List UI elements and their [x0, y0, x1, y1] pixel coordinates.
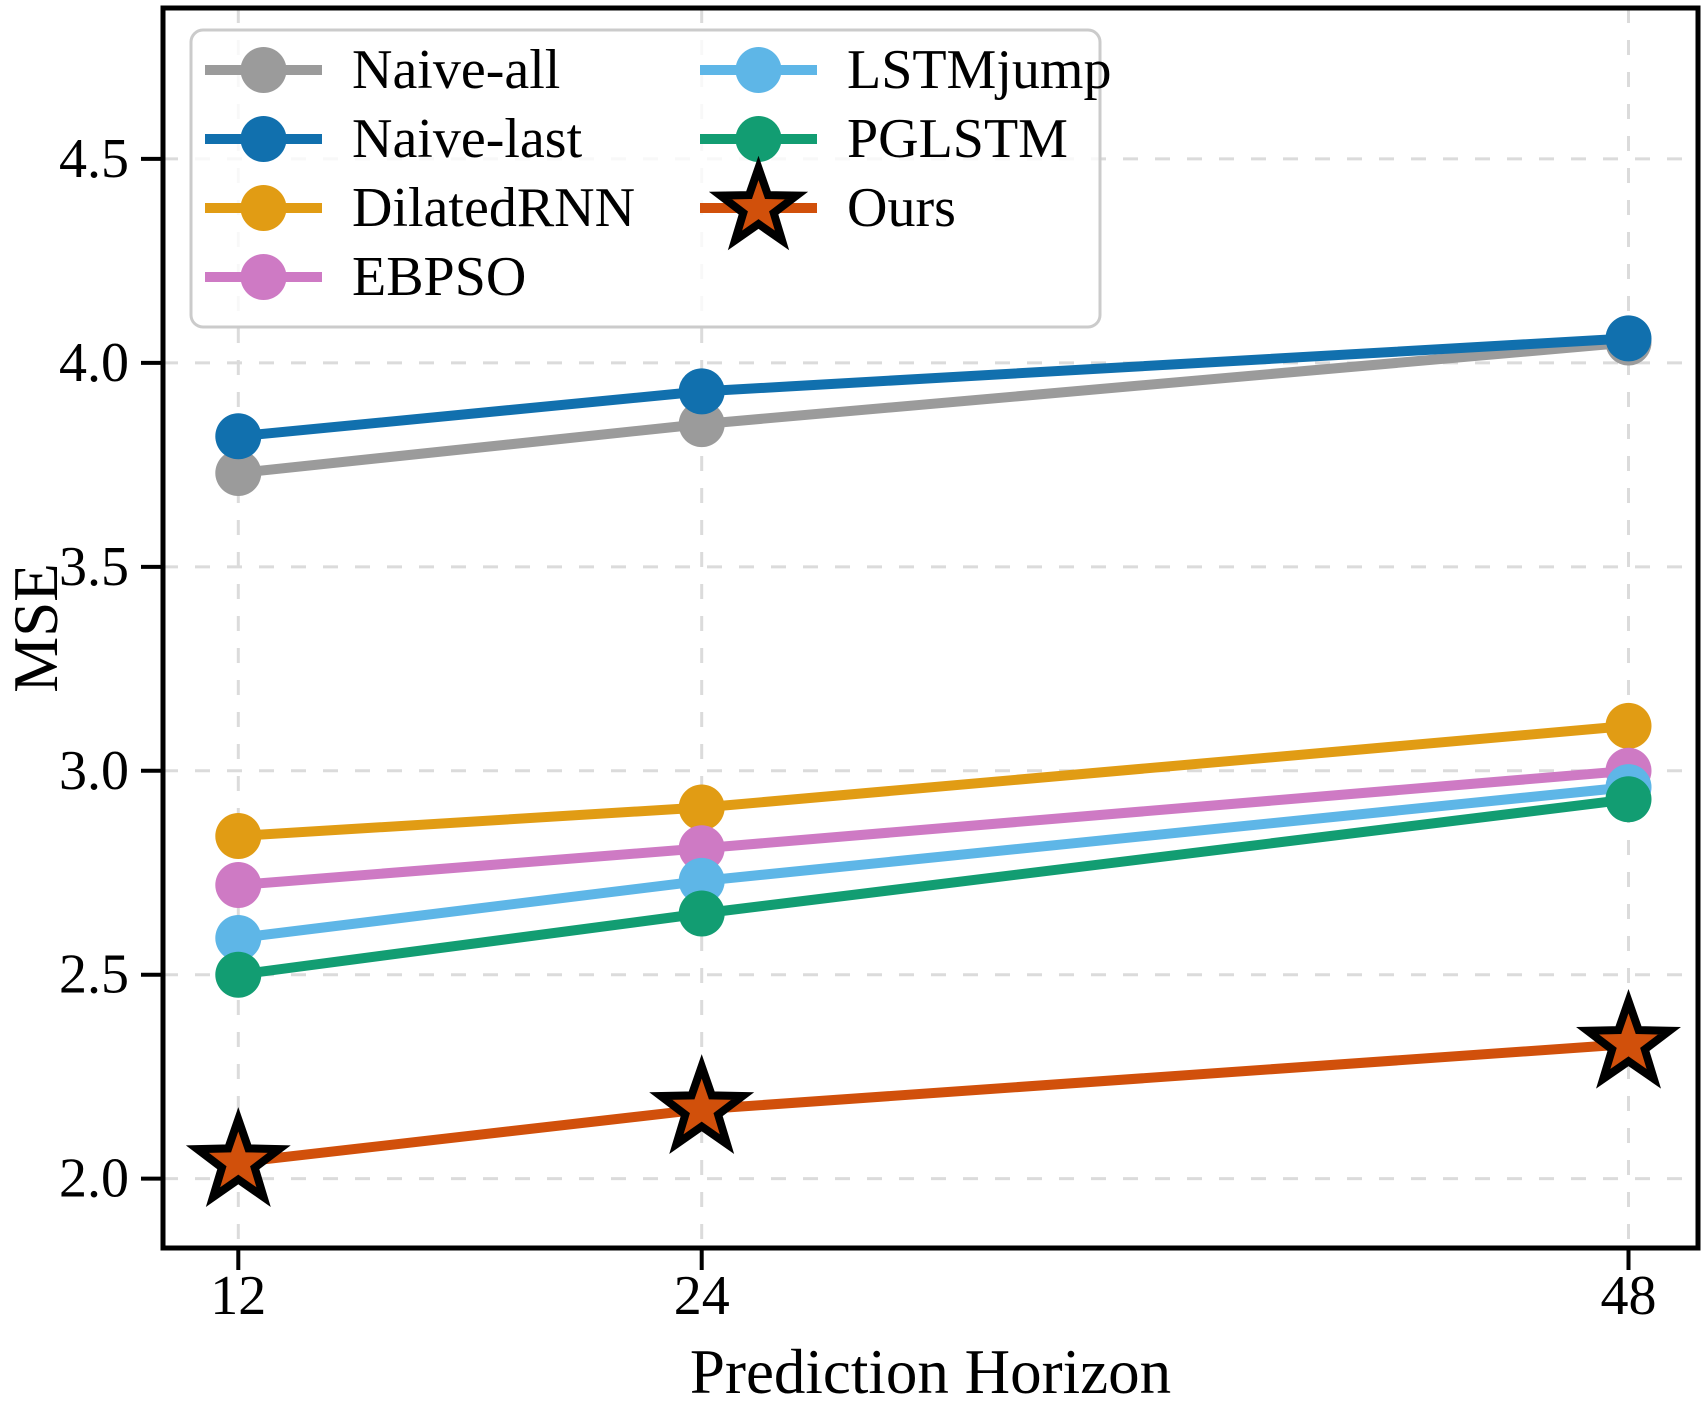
legend-item-dilatedrnn: DilatedRNN [205, 177, 635, 239]
legend-circle-marker [240, 47, 287, 93]
circle-marker [1605, 776, 1652, 823]
circle-marker [215, 862, 262, 908]
circle-marker [1605, 315, 1652, 362]
legend-circle-marker [735, 47, 782, 93]
legend-label: Ours [847, 177, 956, 239]
legend-label: Naive-all [352, 39, 560, 101]
circle-marker [678, 825, 725, 872]
star-marker [1576, 988, 1681, 1089]
legend: Naive-all Naive-last DilatedRNN EBPSO LSTMju… [189, 28, 1111, 329]
legend-label: EBPSO [352, 246, 526, 308]
circle-marker [678, 784, 725, 831]
y-tick-label: 4.5 [59, 128, 129, 190]
circle-marker [678, 857, 725, 904]
legend-star-marker [708, 155, 809, 251]
legend-circle-marker [240, 116, 287, 162]
legend-circle-marker [735, 116, 782, 162]
star-marker [649, 1054, 755, 1154]
series-dilatedrnn [215, 702, 1652, 859]
circle-marker [1605, 702, 1652, 749]
legend-box [189, 28, 1102, 329]
plot-border [160, 5, 1701, 1251]
circle-marker [215, 450, 262, 496]
circle-marker [678, 890, 725, 937]
circle-marker [678, 368, 725, 415]
circle-marker [215, 915, 262, 961]
y-tick-label: 4.0 [59, 332, 129, 394]
legend-label: LSTMjump [847, 39, 1111, 101]
legend-circle-marker [240, 254, 287, 300]
legend-item-lstmjump: LSTMjump [700, 39, 1111, 101]
legend-item-pglstm: PGLSTM [700, 108, 1068, 170]
legend-item-naive-all: Naive-all [205, 39, 560, 101]
series-naive-last [215, 315, 1652, 460]
y-axis-label: MSE [1, 563, 71, 693]
legend-item-ebpso: EBPSO [205, 246, 526, 308]
series-layer [185, 315, 1681, 1207]
x-axis-label: Prediction Horizon [690, 1337, 1171, 1401]
series-ours [185, 988, 1681, 1207]
tick-marks [141, 156, 1631, 1270]
series-lstmjump [215, 764, 1652, 961]
legend-circle-marker [240, 185, 287, 231]
legend-label: DilatedRNN [352, 177, 635, 239]
x-tick-label: 24 [674, 1265, 730, 1327]
series-pglstm [215, 776, 1652, 998]
circle-marker [215, 951, 262, 998]
legend-label: PGLSTM [847, 108, 1068, 170]
y-tick-label: 2.0 [59, 1148, 129, 1210]
x-tick-label: 48 [1600, 1265, 1656, 1327]
circle-marker [215, 413, 262, 460]
legend-label: Naive-last [352, 108, 583, 170]
y-tick-label: 2.5 [59, 944, 129, 1006]
legend-item-naive-last: Naive-last [205, 108, 583, 170]
circle-marker [215, 813, 262, 859]
x-tick-label: 12 [210, 1265, 266, 1327]
star-marker [185, 1107, 291, 1207]
legend-item-ours: Ours [700, 155, 956, 251]
tick-labels: 2.0 2.5 3.0 3.5 4.0 4.5 12 24 48 [59, 128, 1656, 1327]
y-tick-label: 3.0 [59, 740, 129, 802]
circle-marker [678, 401, 725, 448]
y-tick-label: 3.5 [59, 536, 129, 598]
